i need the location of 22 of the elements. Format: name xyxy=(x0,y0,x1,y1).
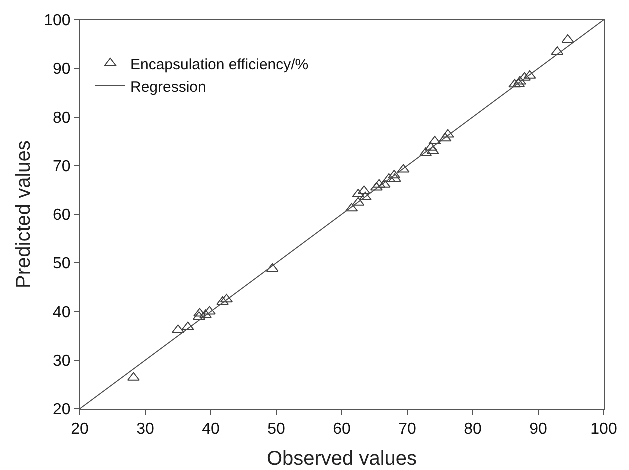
y-tick-label: 90 xyxy=(53,61,71,78)
y-tick-label: 80 xyxy=(53,110,71,127)
x-tick-label: 50 xyxy=(268,421,286,438)
y-tick-label: 60 xyxy=(53,207,71,224)
x-axis-title: Observed values xyxy=(266,448,418,470)
x-tick-label: 70 xyxy=(398,421,416,438)
y-tick-label: 70 xyxy=(53,158,71,176)
x-tick-label: 100 xyxy=(590,421,618,438)
y-tick-label: 100 xyxy=(44,12,71,30)
y-tick-label: 30 xyxy=(53,352,71,370)
x-tick-label: 30 xyxy=(136,421,154,438)
y-tick-label: 50 xyxy=(53,256,71,273)
x-tick-label: 60 xyxy=(333,421,351,438)
x-tick-label: 20 xyxy=(71,421,89,438)
y-axis-title: Predicted values xyxy=(13,140,35,288)
legend-label: Encapsulation efficiency/% xyxy=(130,56,309,74)
x-tick-label: 40 xyxy=(202,421,220,438)
legend-label: Regression xyxy=(130,78,206,96)
y-tick-label: 40 xyxy=(53,304,71,322)
y-tick-label: 20 xyxy=(53,402,71,419)
x-tick-label: 80 xyxy=(464,421,482,438)
x-tick-label: 90 xyxy=(530,421,548,438)
